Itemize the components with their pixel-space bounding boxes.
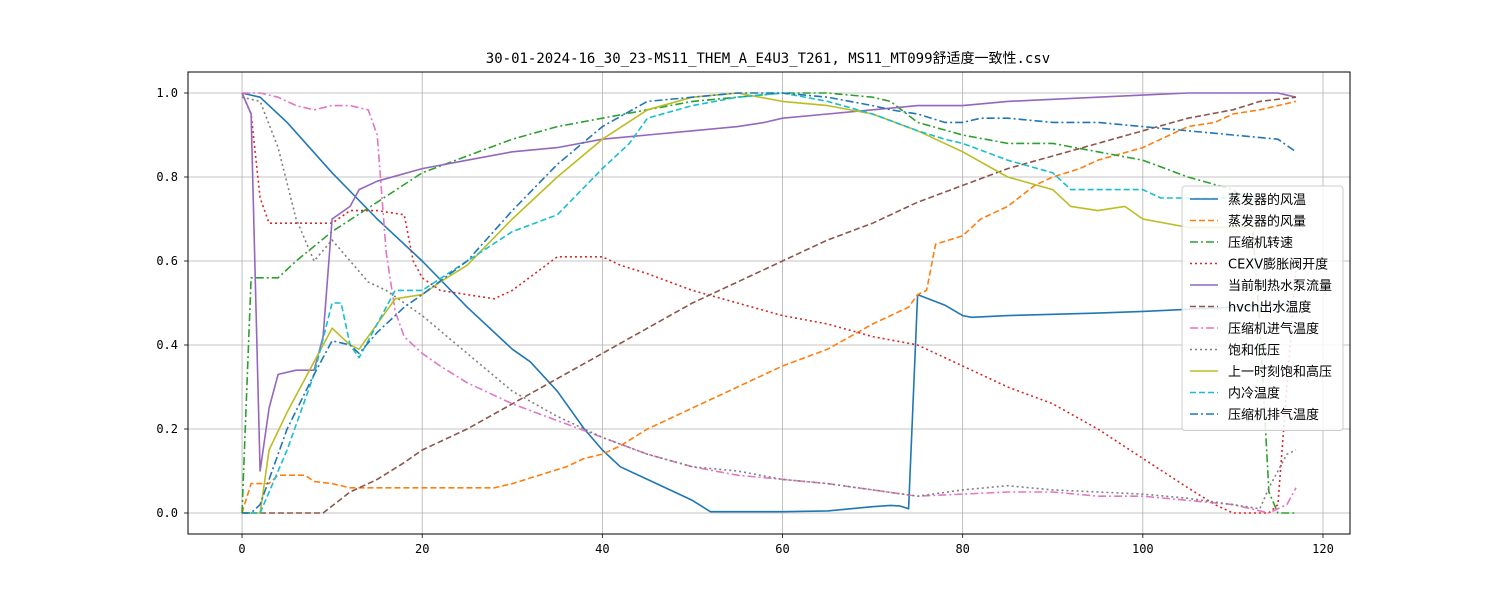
y-tick-label: 0.4 <box>156 338 178 352</box>
series-line-10 <box>242 92 1297 514</box>
legend-label: 压缩机进气温度 <box>1228 321 1319 337</box>
legend-label: CEXV膨胀阀开度 <box>1228 257 1328 273</box>
legend-label: 蒸发器的风量 <box>1228 214 1306 230</box>
x-tick-label: 20 <box>415 542 429 556</box>
legend-label: 蒸发器的风温 <box>1228 192 1306 208</box>
x-tick-label: 100 <box>1132 542 1154 556</box>
series-group <box>241 92 1297 514</box>
y-tick-label: 0.0 <box>156 506 178 520</box>
series-line-2 <box>241 92 1296 514</box>
series-line-0 <box>241 92 1297 513</box>
x-tick-label: 0 <box>238 542 245 556</box>
grid <box>188 72 1350 534</box>
chart-title: 30-01-2024-16_30_23-MS11_THEM_A_E4U3_T26… <box>486 51 1050 67</box>
y-tick-label: 0.6 <box>156 254 178 268</box>
legend-label: hvch出水温度 <box>1228 300 1311 316</box>
series-line-1 <box>241 100 1297 514</box>
axes: 0 20 40 60 80 100 120 0.0 0.2 0.4 0.6 0.8 1.0 <box>156 86 1334 556</box>
legend-label: 饱和低压 <box>1228 344 1280 359</box>
y-tick-label: 0.8 <box>156 170 178 184</box>
y-tick-label: 1.0 <box>156 86 178 100</box>
series-line-3 <box>241 92 1297 514</box>
legend-label: 当前制热水泵流量 <box>1228 278 1332 294</box>
series-line-7 <box>241 96 1297 510</box>
x-tick-label: 40 <box>595 542 609 556</box>
series-line-4 <box>241 92 1297 472</box>
x-tick-label: 80 <box>955 542 969 556</box>
plot-frame <box>187 71 1351 535</box>
series-line-8 <box>242 92 1260 514</box>
series-line-9 <box>242 92 1261 514</box>
legend-label: 压缩机转速 <box>1228 235 1293 251</box>
y-tick-label: 0.2 <box>156 422 178 436</box>
legend-box <box>1181 185 1344 431</box>
legend-label: 上一时刻饱和高压 <box>1228 364 1332 380</box>
x-tick-label: 120 <box>1312 542 1334 556</box>
legend-label: 内冷温度 <box>1228 386 1280 402</box>
series-line-5 <box>242 96 1297 514</box>
legend-label: 压缩机排气温度 <box>1228 407 1319 423</box>
x-tick-label: 60 <box>775 542 789 556</box>
series-line-6 <box>242 92 1297 514</box>
